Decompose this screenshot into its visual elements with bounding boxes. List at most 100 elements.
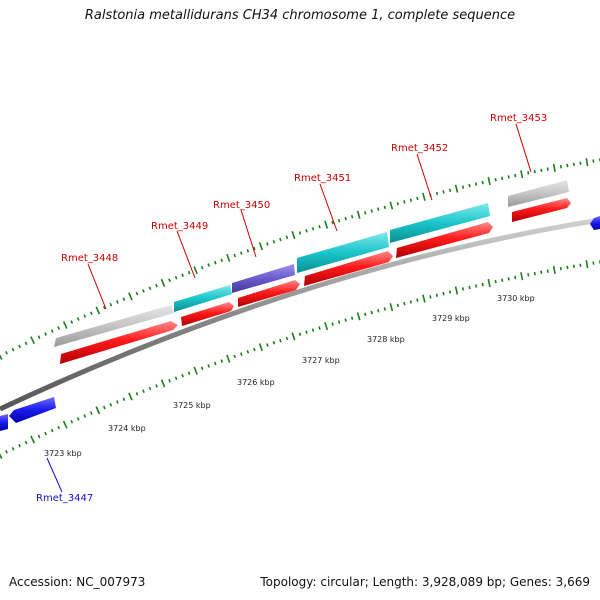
ring-tick: [592, 261, 595, 265]
ring-tick: [389, 201, 394, 210]
ring-tick: [461, 185, 465, 189]
ring-tick: [468, 183, 471, 188]
ring-tick: [572, 162, 575, 167]
gene-label-rmet-3448[interactable]: Rmet_3448: [61, 253, 118, 264]
gene-label-rmet-3447[interactable]: Rmet_3447: [36, 493, 93, 504]
genome-backbone: [0, 217, 600, 412]
ring-tick: [246, 350, 250, 354]
ring-tick: [318, 224, 321, 229]
callout-rmet-3450: [240, 209, 257, 258]
ring-tick: [220, 359, 224, 363]
ring-tick: [566, 265, 569, 270]
gene-label-rmet-3450[interactable]: Rmet_3450: [213, 200, 270, 211]
gene-label-rmet-3452[interactable]: Rmet_3452: [391, 143, 448, 154]
cog-rmet-3451[interactable]: [297, 232, 389, 273]
ring-tick: [585, 158, 589, 167]
ring-tick: [507, 277, 510, 281]
ring-tick: [200, 366, 204, 371]
cog-rmet-3450[interactable]: [232, 264, 295, 293]
ring-tick: [566, 163, 569, 168]
callout-rmet-3447: [46, 457, 63, 493]
ring-tick: [44, 431, 48, 436]
ring-tick: [213, 260, 217, 265]
ring-tick: [422, 192, 426, 201]
ring-tick: [240, 251, 243, 255]
scale-label-3730: 3730 kbp: [497, 294, 535, 303]
cog-rmet-3448[interactable]: [54, 305, 174, 347]
gene-label-rmet-3453[interactable]: Rmet_3453: [490, 113, 547, 124]
ring-tick: [344, 216, 347, 221]
ring-tick: [266, 242, 269, 246]
ring-tick: [468, 285, 471, 290]
ring-tick: [370, 310, 373, 315]
ring-tick: [416, 298, 419, 302]
ring-tick: [448, 290, 452, 294]
cds-rmet-3447[interactable]: [9, 397, 56, 423]
scale-label-3725: 3725 kbp: [173, 401, 211, 410]
ring-tick: [396, 303, 399, 308]
cds-reverse-right-partial[interactable]: [590, 216, 600, 230]
ring-tick: [272, 341, 276, 345]
ring-tick: [233, 354, 237, 359]
ring-tick: [487, 177, 491, 186]
cds-rmet-3448[interactable]: [60, 321, 178, 364]
ring-tick: [62, 321, 68, 329]
cds-rmet-3449[interactable]: [181, 302, 234, 326]
ring-tick: [527, 273, 530, 277]
ring-tick: [350, 316, 354, 320]
cds-rmet-3450[interactable]: [238, 280, 300, 307]
ring-tick: [187, 371, 191, 375]
ring-tick: [89, 311, 93, 316]
cds-rmet-3451[interactable]: [304, 251, 393, 286]
ring-tick: [291, 231, 296, 240]
ring-tick: [11, 446, 15, 451]
ring-tick: [168, 278, 171, 283]
ring-tick: [409, 198, 413, 202]
ring-tick: [187, 270, 191, 275]
ring-tick: [324, 321, 329, 331]
ring-tick: [207, 364, 211, 368]
ring-tick: [240, 352, 243, 356]
ring-tick: [579, 161, 582, 165]
ring-tick: [116, 300, 119, 304]
gene-labels: Rmet_3447 Rmet_3448 Rmet_3449 Rmet_3450 …: [36, 113, 547, 504]
gene-callouts: [46, 123, 532, 493]
genome-summary-text: Topology: circular; Length: 3,928,089 bp…: [260, 575, 590, 589]
scale-label-3726: 3726 kbp: [237, 378, 275, 387]
ring-tick: [193, 366, 198, 375]
cog-rmet-3453[interactable]: [508, 180, 569, 207]
ring-tick: [481, 180, 484, 185]
ring-tick: [305, 330, 308, 334]
ring-tick: [122, 397, 126, 402]
ring-tick: [18, 443, 21, 448]
ring-tick: [266, 343, 269, 347]
cds-rmet-3453[interactable]: [512, 198, 571, 222]
ring-tick: [0, 453, 3, 459]
ring-tick: [501, 278, 504, 282]
scale-label-3727: 3727 kbp: [302, 356, 340, 365]
ring-tick: [429, 295, 432, 299]
ring-tick: [331, 220, 334, 225]
ring-tick: [148, 286, 152, 291]
ring-tick: [442, 291, 445, 296]
ring-tick: [83, 314, 87, 318]
ring-tick: [155, 283, 158, 288]
cds-rmet-3452[interactable]: [396, 222, 493, 258]
ring-tick: [220, 258, 224, 263]
ring-tick: [585, 260, 589, 269]
ring-tick: [285, 336, 289, 341]
ring-tick: [37, 434, 41, 439]
ring-tick: [377, 308, 380, 313]
ring-tick: [18, 344, 22, 349]
scale-label-3728: 3728 kbp: [367, 335, 405, 344]
ring-tick: [83, 414, 87, 418]
gene-label-rmet-3449[interactable]: Rmet_3449: [151, 221, 208, 232]
ring-tick: [448, 188, 452, 192]
cog-rmet-3452[interactable]: [390, 203, 490, 243]
ring-tick: [226, 253, 231, 262]
gene-label-rmet-3451[interactable]: Rmet_3451: [294, 173, 351, 184]
ring-tick: [305, 229, 308, 233]
cog-rmet-3449[interactable]: [174, 285, 232, 312]
cds-reverse-left-partial[interactable]: [0, 414, 8, 431]
